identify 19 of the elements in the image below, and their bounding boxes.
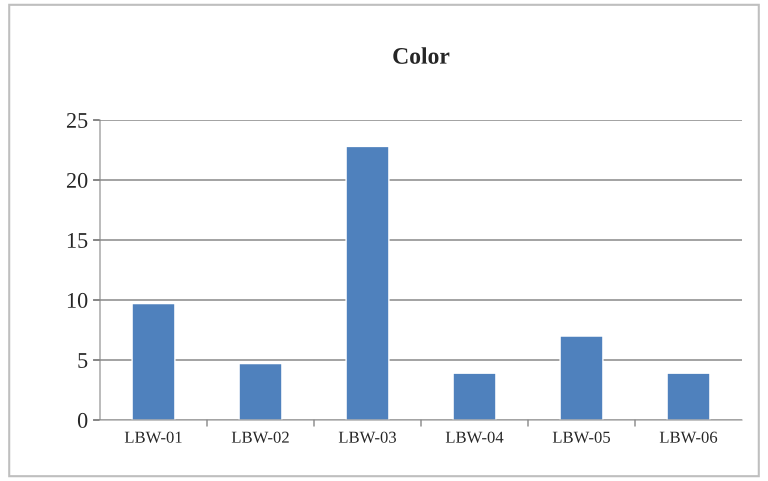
- chart-title: Color: [393, 47, 450, 64]
- bar: [666, 372, 711, 420]
- y-tick-label: 25: [66, 112, 88, 128]
- bar: [238, 362, 283, 420]
- x-tick-label: LBW-01: [124, 432, 182, 443]
- x-tick-label: LBW-06: [660, 432, 718, 443]
- x-tick-label: LBW-02: [232, 432, 289, 443]
- y-tick-label: 0: [78, 412, 88, 428]
- y-tick-label: 10: [68, 292, 88, 308]
- bar: [131, 302, 176, 420]
- x-tick-label: LBW-04: [446, 432, 504, 443]
- y-tick-label: 20: [66, 172, 88, 188]
- bar: [559, 335, 604, 420]
- x-tick-label: LBW-03: [338, 432, 396, 443]
- y-tick-label: 5: [78, 353, 88, 368]
- bar: [345, 146, 390, 420]
- y-tick-label: 15: [68, 233, 88, 248]
- x-tick-label: LBW-05: [552, 432, 610, 443]
- bar: [452, 372, 497, 420]
